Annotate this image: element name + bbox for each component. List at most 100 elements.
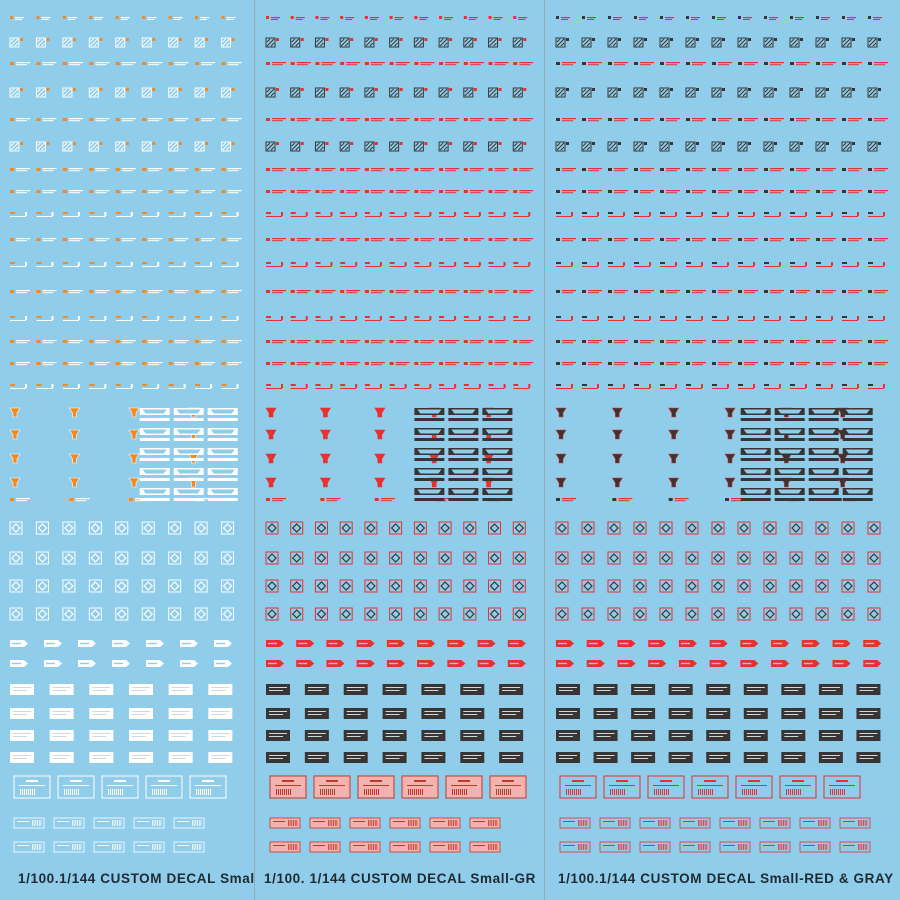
decal-bracket <box>315 262 333 267</box>
decal-line <box>634 238 654 242</box>
decal-banner <box>482 408 513 421</box>
decal-plate <box>382 708 407 719</box>
decal-square <box>221 87 235 98</box>
decal-square <box>290 141 304 152</box>
decal-line <box>290 340 311 344</box>
decal-line <box>168 168 189 172</box>
decal-plate <box>266 730 290 741</box>
decal-line <box>290 62 311 66</box>
decal-line <box>142 190 163 194</box>
decal-line <box>488 168 509 172</box>
decal-arrow <box>180 640 198 647</box>
decal-bracket <box>142 384 160 389</box>
decal-bracket <box>389 212 407 217</box>
decal-banner <box>740 488 771 501</box>
decal-tiny <box>513 16 528 20</box>
decal-caution-plate <box>779 775 817 799</box>
decal-diamond <box>633 579 647 593</box>
decal-funnel <box>319 429 331 440</box>
decal-tiny <box>340 16 355 20</box>
decal-funnel <box>611 453 623 464</box>
decal-plate <box>743 708 768 719</box>
decal-line <box>513 118 534 122</box>
decal-line <box>115 340 136 344</box>
decal-line <box>686 238 706 242</box>
decal-plate <box>382 730 407 741</box>
decal-line <box>10 118 30 122</box>
decal-line <box>556 340 576 344</box>
decal-square <box>389 37 403 48</box>
decal-square <box>711 141 725 152</box>
decal-line <box>764 62 784 66</box>
decal-plate <box>382 752 407 763</box>
decal-diamond <box>88 551 102 565</box>
decal-bracket <box>89 384 107 389</box>
decal-plate <box>631 752 656 763</box>
decal-arrow <box>44 660 62 667</box>
decal-bracket <box>868 262 885 267</box>
decal-square <box>62 87 76 98</box>
decal-line <box>488 340 509 344</box>
decal-bracket <box>439 384 457 389</box>
decal-caution-small <box>133 841 165 853</box>
decal-square <box>633 37 647 48</box>
decal-caution-plate <box>313 775 351 799</box>
decal-line <box>195 62 216 66</box>
decal-bracket <box>790 316 807 321</box>
decal-plate <box>556 708 580 719</box>
decal-bracket <box>36 316 54 321</box>
decal-diamond <box>607 521 621 535</box>
decal-diamond <box>194 521 208 535</box>
decal-bracket <box>10 384 27 389</box>
decal-funnel <box>724 453 736 464</box>
decal-line <box>686 340 706 344</box>
decal-bracket <box>790 212 807 217</box>
decal-bracket <box>634 384 651 389</box>
decal-sheet-white-orange: 1/100.1/144 CUSTOM DECAL Small <box>0 0 255 900</box>
decal-banner <box>139 468 170 481</box>
decal-caution-small <box>349 841 381 853</box>
decal-line <box>168 290 189 294</box>
decal-square <box>221 37 235 48</box>
decal-square <box>413 37 428 48</box>
decal-line <box>10 190 30 194</box>
decal-square <box>763 87 777 98</box>
decal-tiny <box>221 16 236 20</box>
decal-diamond <box>314 607 328 621</box>
decal-diamond <box>463 551 477 565</box>
decal-plate <box>421 752 446 763</box>
decal-square <box>141 141 156 152</box>
decal-bracket <box>764 262 781 267</box>
decal-banner <box>207 468 238 481</box>
decal-line <box>115 168 136 172</box>
decal-caution-small <box>599 817 631 829</box>
decal-line <box>463 118 484 122</box>
decal-line <box>340 168 361 172</box>
decal-caution-small <box>839 817 871 829</box>
decal-plate <box>781 752 806 763</box>
decal-square <box>737 87 751 98</box>
decal-square <box>364 37 378 48</box>
decal-line <box>634 290 654 294</box>
decal-funnel <box>611 407 623 418</box>
decal-bracket <box>364 212 382 217</box>
decal-line <box>582 168 602 172</box>
decal-bracket <box>556 384 573 389</box>
decal-banner <box>774 448 805 461</box>
decal-plate <box>499 684 524 695</box>
decal-line <box>608 118 628 122</box>
decal-diamond <box>339 579 353 593</box>
decal-bracket <box>89 316 107 321</box>
decal-plate <box>743 684 768 695</box>
decal-line <box>686 62 706 66</box>
decal-square <box>115 87 129 98</box>
decal-line <box>634 168 654 172</box>
decal-bracket <box>315 384 333 389</box>
decal-funnel <box>265 477 277 488</box>
decal-bracket <box>168 384 186 389</box>
decal-tiny <box>389 16 404 20</box>
decal-line <box>142 290 163 294</box>
decal-line <box>414 340 435 344</box>
decal-line <box>738 290 758 294</box>
decal-line <box>36 118 57 122</box>
